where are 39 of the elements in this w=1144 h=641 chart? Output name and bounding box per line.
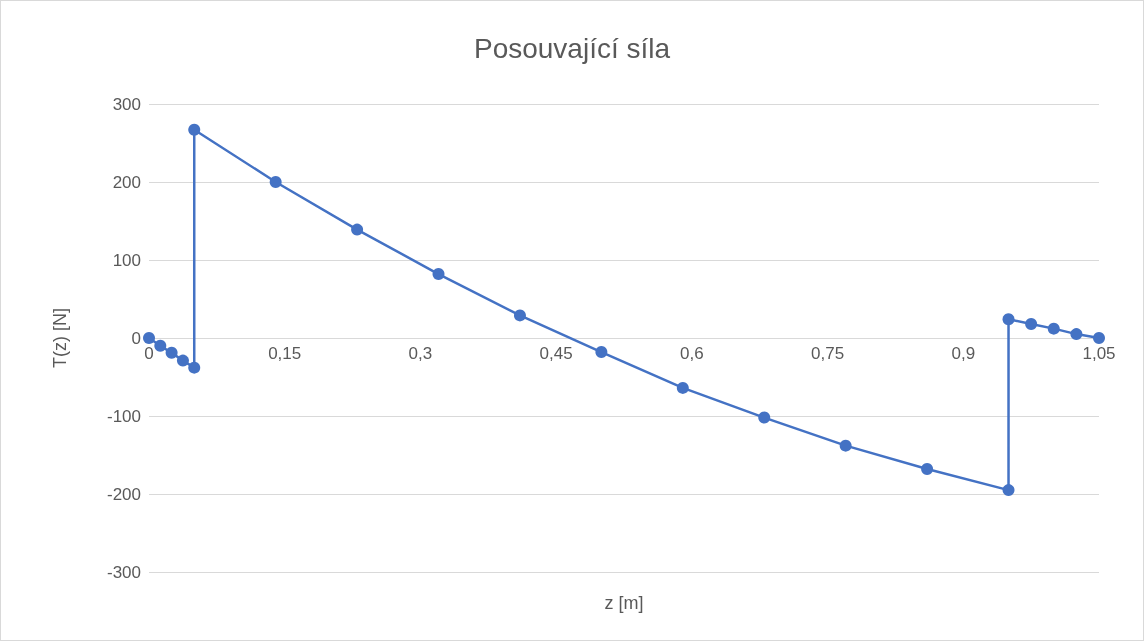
point [165,346,178,359]
point [1025,317,1038,330]
x-tick-label: 0 [144,344,154,363]
x-tick-label: 0,6 [680,344,704,363]
y-tick-label: 200 [112,172,141,192]
chart-title: Posouvající síla [473,32,671,64]
point [432,268,445,281]
point [143,332,155,344]
y-tick-label: 0 [131,328,141,348]
x-tick-label: 0,75 [811,344,845,363]
point [921,463,934,476]
x-tick-label: 0,9 [951,344,976,363]
y-tick-label: -100 [106,406,141,426]
point [269,176,282,188]
x-tick-label: 1,05 [1082,344,1116,363]
point [513,309,526,322]
y-tick-label: 100 [112,250,141,270]
point [1093,332,1105,344]
y-axis-title: T(z) [N] [50,308,70,368]
point [595,346,608,359]
x-axis-title: z [m] [604,593,644,613]
x-tick-label: 0,45 [539,344,573,363]
y-tick-label: 300 [112,94,141,114]
point [188,361,201,374]
point [676,381,689,394]
y-tick-label: -200 [106,484,141,504]
point [1047,322,1060,335]
point [758,411,771,424]
point [1070,328,1083,341]
point [188,123,201,136]
point [176,354,189,367]
x-tick-label: 0,3 [408,344,433,363]
point [154,339,167,352]
point [1002,484,1015,497]
point [351,223,364,236]
y-tick-label: -300 [106,562,141,582]
point [1002,313,1015,326]
x-tick-label: 0,15 [268,344,302,363]
point [839,439,852,452]
